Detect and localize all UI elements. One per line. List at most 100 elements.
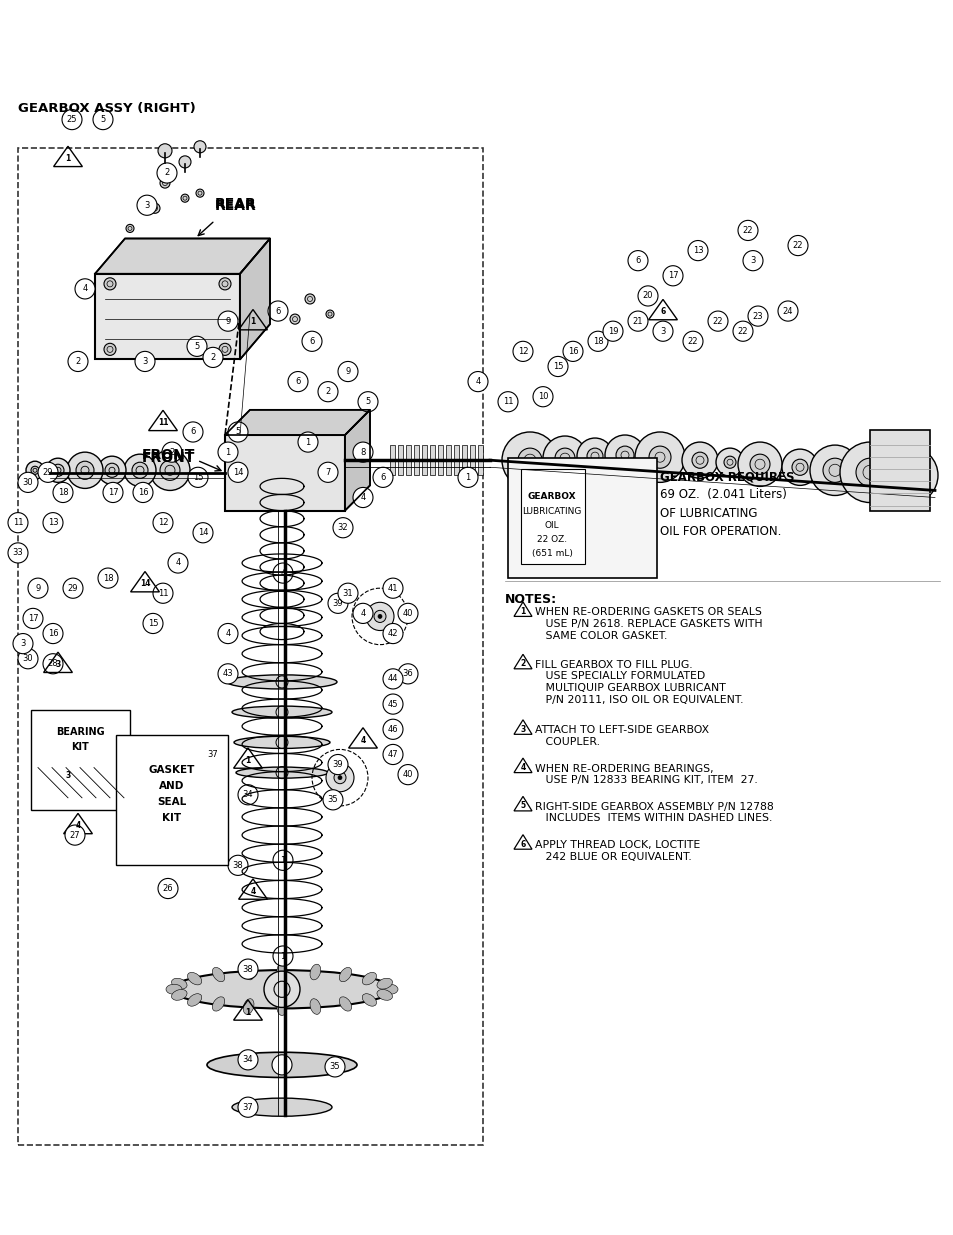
- Circle shape: [135, 352, 154, 372]
- Circle shape: [562, 341, 582, 362]
- Circle shape: [896, 462, 923, 488]
- Text: 43: 43: [222, 669, 233, 678]
- Circle shape: [652, 321, 672, 341]
- Circle shape: [353, 604, 373, 624]
- Circle shape: [691, 452, 707, 468]
- Bar: [446, 445, 451, 475]
- Circle shape: [749, 454, 769, 474]
- Circle shape: [237, 1097, 257, 1118]
- Text: 6: 6: [275, 306, 280, 316]
- Ellipse shape: [172, 978, 187, 989]
- Circle shape: [43, 513, 63, 532]
- Circle shape: [68, 352, 88, 372]
- Circle shape: [28, 578, 48, 598]
- Text: 9: 9: [35, 584, 41, 593]
- Text: WHEN RE-ORDERING GASKETS OR SEALS
   USE P/N 2618. REPLACE GASKETS WITH
   SAME : WHEN RE-ORDERING GASKETS OR SEALS USE P/…: [535, 608, 761, 641]
- Circle shape: [377, 614, 381, 619]
- Text: 22: 22: [737, 327, 747, 336]
- Circle shape: [382, 578, 402, 598]
- Circle shape: [707, 311, 727, 331]
- Circle shape: [150, 204, 160, 214]
- Circle shape: [76, 461, 94, 479]
- FancyBboxPatch shape: [507, 458, 657, 578]
- Text: 4: 4: [75, 821, 81, 830]
- Circle shape: [326, 763, 354, 792]
- Circle shape: [353, 442, 373, 462]
- Text: 3: 3: [20, 640, 26, 648]
- Bar: [430, 445, 435, 475]
- Circle shape: [501, 432, 558, 488]
- Circle shape: [290, 314, 299, 324]
- Circle shape: [328, 755, 348, 774]
- Text: 4: 4: [360, 609, 365, 618]
- Text: 18: 18: [592, 337, 602, 346]
- Text: 1: 1: [280, 951, 285, 961]
- Circle shape: [92, 110, 112, 130]
- Circle shape: [305, 294, 314, 304]
- Text: 42: 42: [387, 629, 397, 638]
- Circle shape: [103, 483, 123, 503]
- Circle shape: [325, 1057, 345, 1077]
- Text: 15: 15: [148, 619, 158, 627]
- Text: 13: 13: [48, 519, 58, 527]
- FancyBboxPatch shape: [520, 469, 584, 564]
- Bar: [390, 445, 395, 475]
- Text: 4: 4: [360, 493, 365, 501]
- Text: 5: 5: [194, 342, 199, 351]
- Circle shape: [738, 442, 781, 487]
- Text: 6: 6: [519, 840, 525, 848]
- Text: 12: 12: [157, 519, 168, 527]
- FancyBboxPatch shape: [116, 735, 228, 866]
- Circle shape: [168, 553, 188, 573]
- Ellipse shape: [232, 1098, 332, 1116]
- Circle shape: [158, 143, 172, 158]
- Circle shape: [517, 448, 541, 472]
- FancyBboxPatch shape: [30, 710, 130, 810]
- Circle shape: [555, 448, 575, 468]
- Circle shape: [63, 578, 83, 598]
- Circle shape: [373, 467, 393, 488]
- Text: 1: 1: [305, 437, 311, 447]
- Circle shape: [46, 458, 70, 483]
- Text: 30: 30: [23, 655, 33, 663]
- Text: 11: 11: [157, 419, 168, 427]
- Circle shape: [13, 634, 33, 653]
- Circle shape: [162, 442, 182, 462]
- Text: 6: 6: [190, 427, 195, 436]
- Circle shape: [203, 347, 223, 368]
- Text: 46: 46: [387, 725, 398, 734]
- Circle shape: [160, 461, 180, 480]
- Circle shape: [43, 624, 63, 643]
- Text: 1: 1: [225, 447, 231, 457]
- Circle shape: [52, 464, 64, 477]
- Ellipse shape: [376, 978, 392, 989]
- Circle shape: [382, 669, 402, 689]
- Text: 35: 35: [327, 795, 338, 804]
- Text: ATTACH TO LEFT-SIDE GEARBOX
   COUPLER.: ATTACH TO LEFT-SIDE GEARBOX COUPLER.: [535, 725, 708, 747]
- Circle shape: [840, 442, 899, 503]
- Text: 17: 17: [28, 614, 38, 622]
- Circle shape: [604, 435, 644, 475]
- Circle shape: [302, 331, 322, 352]
- Text: 29: 29: [43, 468, 53, 477]
- Text: 38: 38: [242, 965, 253, 973]
- Text: 15: 15: [552, 362, 562, 370]
- Ellipse shape: [207, 1052, 356, 1077]
- Text: 1: 1: [519, 606, 525, 616]
- Text: GEARBOX ASSY (RIGHT): GEARBOX ASSY (RIGHT): [18, 103, 195, 115]
- Circle shape: [264, 971, 299, 1008]
- Text: 22: 22: [742, 226, 753, 235]
- Circle shape: [882, 447, 937, 504]
- Text: 22: 22: [712, 316, 722, 326]
- Circle shape: [62, 110, 82, 130]
- Ellipse shape: [339, 967, 352, 982]
- Ellipse shape: [166, 984, 182, 994]
- Circle shape: [53, 483, 73, 503]
- Circle shape: [218, 663, 237, 684]
- Text: 37: 37: [242, 1103, 253, 1112]
- Circle shape: [732, 321, 752, 341]
- Circle shape: [228, 856, 248, 876]
- Circle shape: [374, 610, 386, 622]
- Text: AND: AND: [159, 781, 185, 790]
- Circle shape: [26, 461, 44, 479]
